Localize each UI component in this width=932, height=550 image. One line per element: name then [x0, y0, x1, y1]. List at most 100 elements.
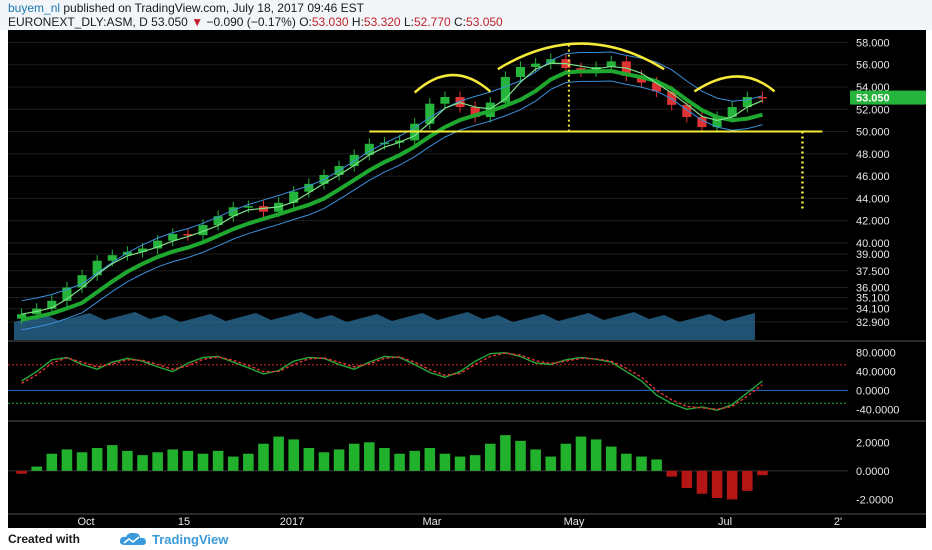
macd-bar	[31, 466, 42, 471]
candle-body	[652, 82, 662, 92]
author-link[interactable]: buyem_nl	[8, 1, 61, 15]
candle-body	[289, 191, 299, 203]
macd-bar	[394, 453, 405, 471]
brand-label: TradingView	[152, 531, 229, 547]
candle-body	[228, 207, 238, 217]
chart-svg[interactable]: 58.00056.00054.00052.00050.00048.00046.0…	[8, 30, 926, 528]
macd-bar	[379, 448, 390, 471]
low-label: L:	[403, 15, 414, 29]
macd-bar	[212, 450, 224, 471]
macd-bar	[106, 445, 118, 471]
price-tick-label: 46.000	[856, 171, 890, 183]
chart-area[interactable]: 58.000 56.000 54.000 52.000 50.000 48.000 46.0…	[8, 30, 926, 528]
tradingview-logo[interactable]: TradingView	[118, 530, 228, 548]
footer: Created with TradingView	[0, 528, 932, 550]
price-tick-label: 36.000	[856, 282, 890, 294]
x-tick-label: 15	[178, 516, 190, 528]
macd-bar	[545, 456, 557, 471]
last-price-badge	[850, 90, 926, 105]
created-with-label: Created with	[8, 532, 81, 546]
macd-bar	[696, 470, 708, 494]
macd-bar	[122, 450, 133, 471]
price-tick-label: 32.900	[856, 317, 890, 329]
candle-body	[395, 140, 405, 143]
price-tick-label: 50.000	[856, 127, 890, 139]
candle-body	[727, 107, 737, 118]
published-text: published on TradingView.com, July 18, 2…	[63, 1, 365, 15]
macd-bar	[197, 453, 209, 471]
open-value: 53.030	[311, 15, 349, 29]
macd-bar	[424, 448, 436, 471]
candle-body	[500, 76, 510, 103]
stoch-k-line	[21, 352, 763, 411]
macd-bar	[500, 435, 511, 471]
stoch-tick-label: -40.0000	[856, 404, 899, 416]
high-label: H:	[351, 15, 364, 29]
close-value: 53.050	[466, 15, 503, 29]
candle-body	[440, 97, 450, 104]
macd-bar	[409, 450, 420, 471]
publish-line: buyem_nl published on TradingView.com, J…	[8, 1, 364, 15]
macd-tick-label: -2.0000	[856, 494, 893, 506]
candle-body	[77, 275, 87, 288]
upper-band-line	[21, 51, 763, 302]
x-tick-label: May	[564, 516, 585, 528]
price-tick-label: 48.000	[856, 149, 890, 161]
candle-body	[757, 97, 767, 99]
macd-bar	[91, 448, 103, 471]
macd-bar	[726, 470, 738, 500]
x-tick-label: Oct	[77, 516, 94, 528]
macd-bar	[590, 439, 602, 471]
ema-fast-line	[21, 62, 763, 315]
macd-bar	[364, 442, 375, 471]
macd-bar	[515, 440, 526, 471]
stoch-tick-label: 80.0000	[856, 348, 896, 360]
macd-bar	[318, 452, 330, 471]
macd-bar	[333, 449, 345, 471]
candle-body	[122, 251, 132, 256]
price-tick-label: 58.000	[856, 37, 890, 49]
candle-body	[62, 287, 72, 301]
macd-bar	[681, 470, 693, 488]
ema-slow-line	[21, 68, 763, 322]
candle-body	[682, 104, 692, 118]
macd-bar	[167, 449, 179, 471]
macd-bar	[303, 448, 315, 471]
low-value: 52.770	[413, 15, 451, 29]
macd-bar	[76, 452, 88, 471]
macd-tick-label: 2.0000	[856, 437, 890, 449]
macd-bar	[575, 436, 587, 471]
macd-bar	[61, 449, 73, 471]
candle-body	[243, 206, 253, 208]
macd-bar	[484, 443, 496, 471]
price-tick-label: 37.500	[856, 266, 890, 278]
chart-background	[8, 30, 926, 528]
candle-body	[742, 97, 752, 108]
macd-bar	[243, 453, 254, 471]
last-price: 53.050	[151, 15, 188, 29]
macd-tick-label: 0.0000	[856, 466, 890, 478]
macd-bar	[182, 450, 194, 471]
left-shoulder-arc	[413, 73, 492, 94]
candle-body	[515, 66, 526, 77]
macd-bar	[288, 439, 300, 471]
stoch-tick-label: 0.0000	[856, 385, 890, 397]
price-tick-label: 44.000	[856, 193, 890, 205]
candle-body	[470, 107, 480, 118]
macd-bar	[454, 456, 466, 471]
candle-body	[546, 59, 556, 64]
macd-bar	[137, 455, 148, 471]
macd-bar	[651, 459, 662, 471]
close-label: C:	[454, 15, 467, 29]
symbol-label: EURONEXT_DLY:ASM, D	[8, 15, 148, 29]
down-arrow-icon: ▼	[191, 15, 204, 29]
x-tick-label: 2017	[280, 516, 304, 528]
price-tick-label: 35.100	[856, 292, 890, 304]
candle-body	[198, 225, 208, 236]
candle-body	[47, 300, 57, 309]
candle-body	[364, 143, 374, 155]
price-tick-label: 39.000	[856, 249, 890, 261]
open-label: O:	[299, 15, 312, 29]
price-tick-label: 52.000	[856, 104, 890, 116]
macd-bar	[16, 470, 27, 474]
